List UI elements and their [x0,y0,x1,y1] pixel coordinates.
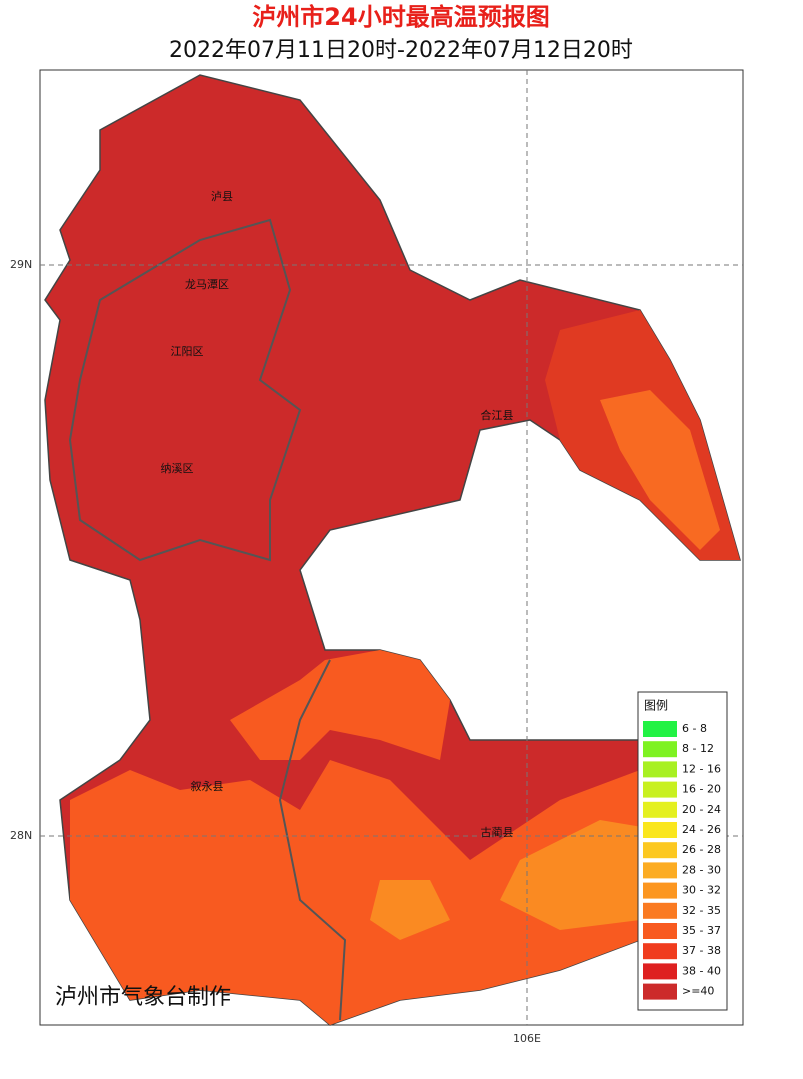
legend-swatch [643,842,677,859]
subtitle: 2022年07月11日20时-2022年07月12日20时 [169,38,633,63]
legend-label: 32 - 35 [682,904,721,917]
legend-swatch [643,862,677,879]
legend-label: 26 - 28 [682,843,721,856]
legend-label: 16 - 20 [682,783,721,796]
legend-label: 38 - 40 [682,964,721,977]
zone [230,650,450,760]
legend-swatch [643,822,677,838]
legend-swatch [643,983,677,1000]
lat-label: 28N [10,829,32,842]
legend-title: 图例 [644,699,668,713]
title: 泸州市24小时最高温预报图 [252,3,549,31]
legend-label: 6 - 8 [682,722,707,735]
legend-swatch [643,721,677,737]
boundary [68,218,302,562]
place-label: 泸县 [211,190,233,203]
boundary [278,659,347,1021]
lon-label: 106E [513,1032,541,1045]
legend-swatch [643,761,677,778]
lat-label: 29N [10,258,32,271]
place-label: 江阳区 [171,345,204,358]
legend-label: 30 - 32 [682,884,721,897]
legend-label: 20 - 24 [682,803,721,816]
legend-label: 24 - 26 [682,823,721,836]
credit: 泸州市气象台制作 [55,985,231,1010]
legend-label: 12 - 16 [682,762,721,775]
legend-swatch [643,963,677,980]
legend-swatch [643,923,677,939]
place-label: 合江县 [481,408,514,422]
legend-swatch [643,902,677,919]
place-label: 龙马潭区 [185,278,229,291]
legend-swatch [643,741,677,758]
legend-swatch [643,943,677,960]
legend-label: 28 - 30 [682,863,721,876]
legend-label: 37 - 38 [682,944,721,957]
place-label: 古蔺县 [481,826,514,839]
place-label: 叙永县 [191,779,224,793]
legend-label: 8 - 12 [682,742,714,755]
zone [370,880,450,940]
legend-swatch [643,882,677,899]
legend-label: 35 - 37 [682,924,721,937]
legend-swatch [643,801,677,818]
legend-label: >=40 [682,985,714,998]
place-label: 纳溪区 [161,462,194,475]
zone [600,390,720,550]
legend-swatch [643,781,677,798]
